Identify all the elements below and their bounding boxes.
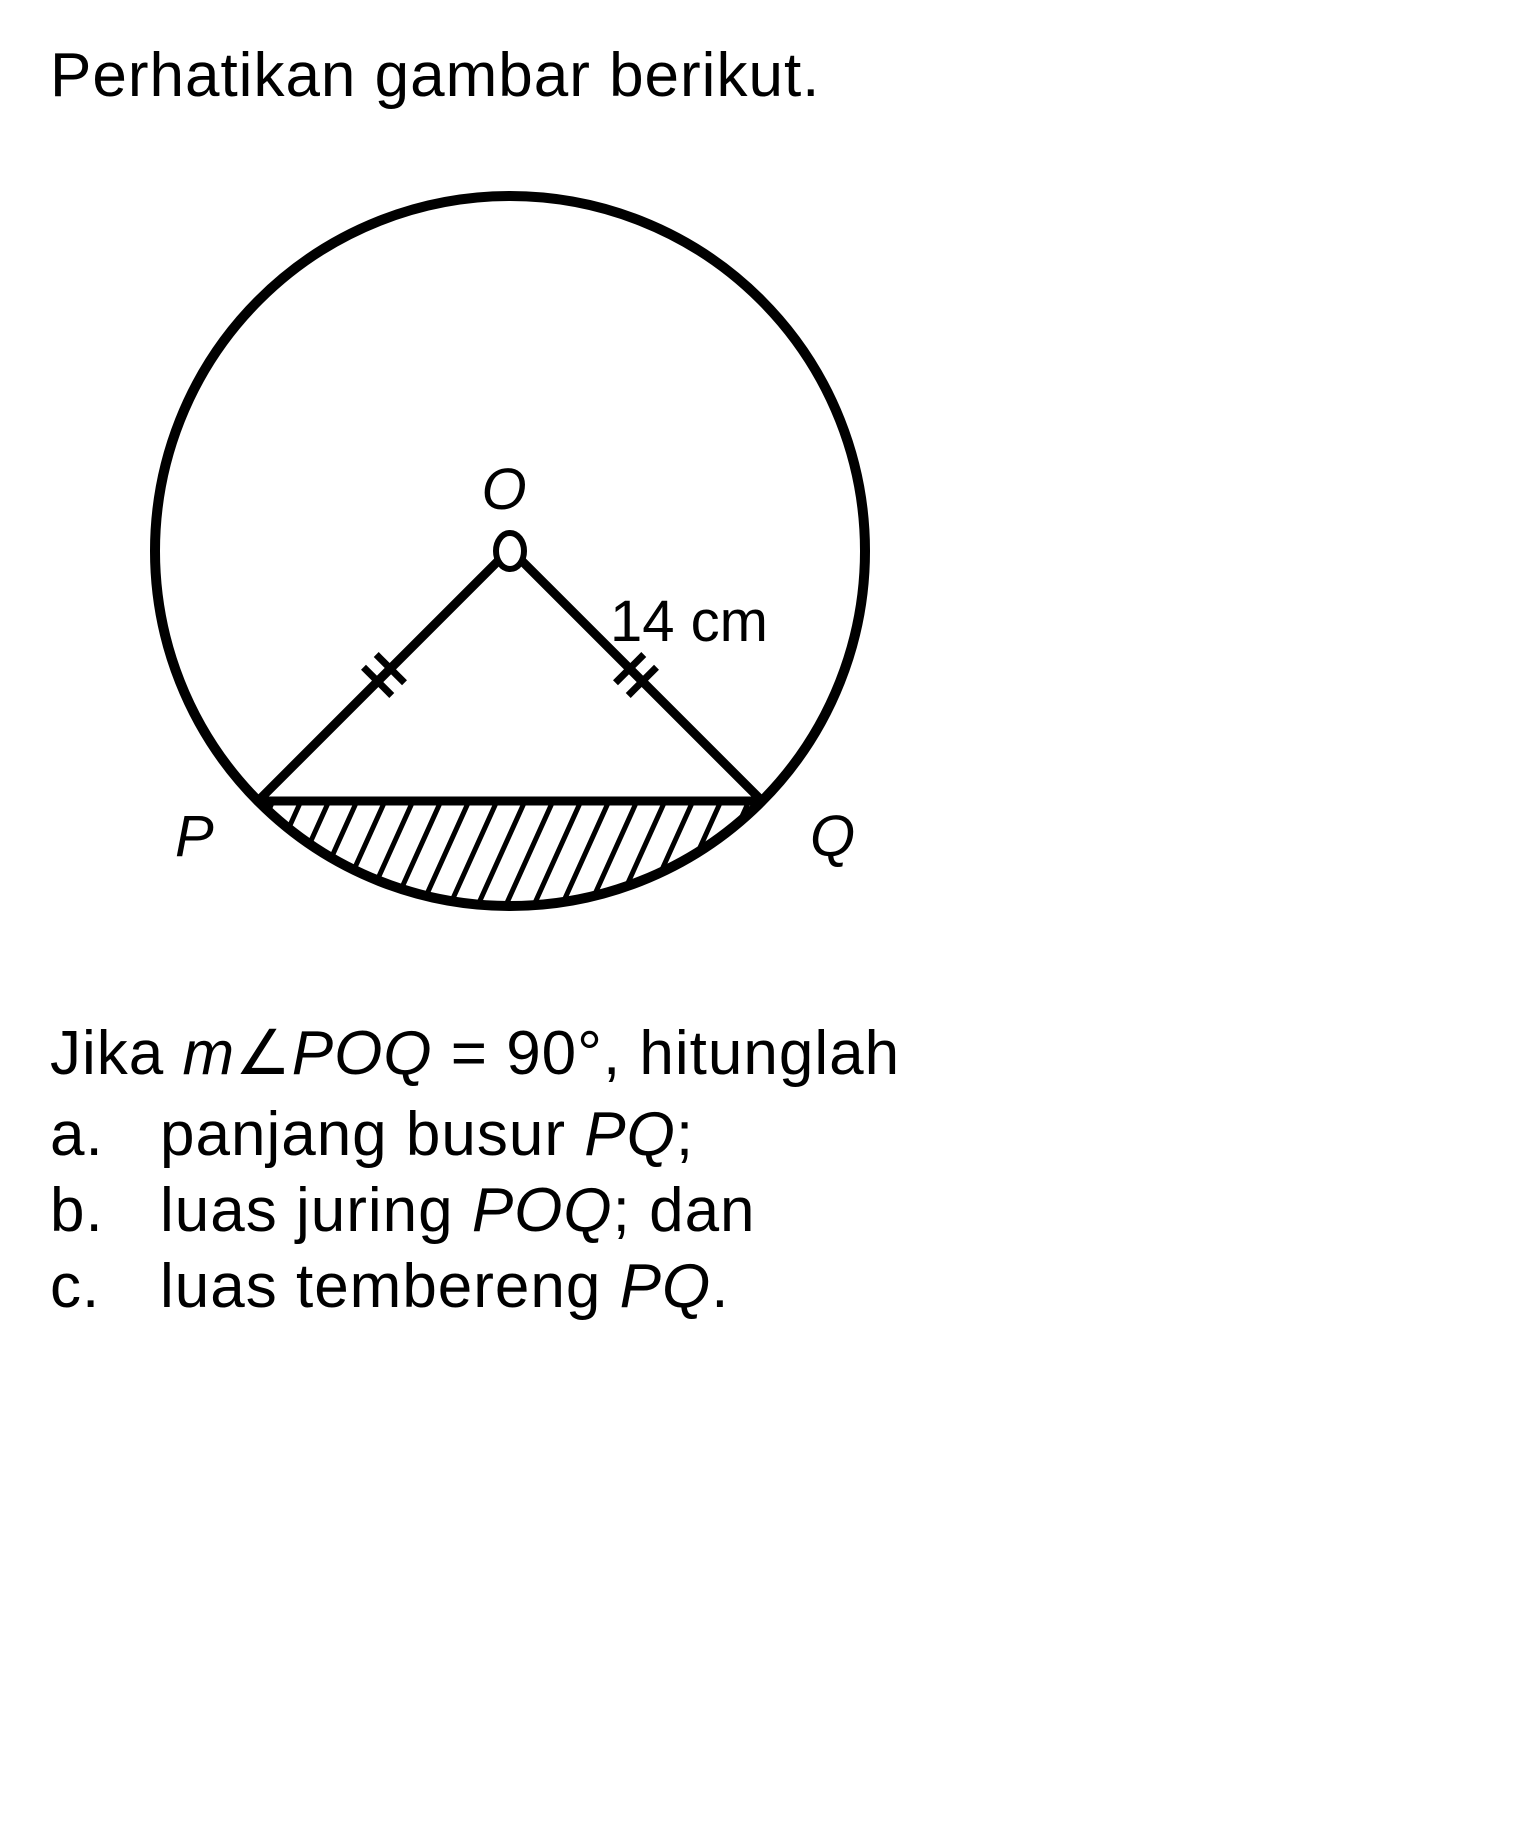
list-item: c. luas tembereng PQ.	[50, 1251, 1480, 1322]
item-label-a: a.	[50, 1099, 160, 1170]
item-b-t2: ; dan	[613, 1176, 756, 1245]
item-c-it: PQ	[620, 1252, 712, 1321]
q-part5: = 90°, hitunglah	[433, 1019, 901, 1088]
q-angle-symbol: ∠	[235, 1019, 292, 1088]
item-text-a: panjang busur PQ;	[160, 1099, 1480, 1170]
svg-text:Q: Q	[810, 804, 855, 869]
item-b-t1: luas juring	[160, 1176, 472, 1245]
instruction-text: Perhatikan gambar berikut.	[50, 40, 1480, 111]
item-a-t2: ;	[676, 1100, 694, 1169]
svg-text:O: O	[481, 457, 526, 522]
q-part4: POQ	[292, 1019, 433, 1088]
svg-text:14 cm: 14 cm	[610, 589, 768, 654]
item-c-t1: luas tembereng	[160, 1252, 620, 1321]
item-a-t1: panjang busur	[160, 1100, 584, 1169]
item-label-b: b.	[50, 1175, 160, 1246]
svg-text:P: P	[175, 804, 214, 869]
item-c-t2: .	[711, 1252, 729, 1321]
question-list: a. panjang busur PQ; b. luas juring POQ;…	[50, 1099, 1480, 1322]
item-text-b: luas juring POQ; dan	[160, 1175, 1480, 1246]
circle-diagram-svg: O 14 cm P Q	[110, 151, 910, 971]
q-part2: m	[182, 1019, 235, 1088]
item-b-it: POQ	[472, 1176, 613, 1245]
list-item: b. luas juring POQ; dan	[50, 1175, 1480, 1246]
list-item: a. panjang busur PQ;	[50, 1099, 1480, 1170]
question-intro: Jika m∠POQ = 90°, hitunglah	[50, 1016, 1480, 1089]
geometry-diagram: O 14 cm P Q	[110, 151, 1480, 976]
q-part1: Jika	[50, 1019, 182, 1088]
item-a-it: PQ	[584, 1100, 676, 1169]
item-label-c: c.	[50, 1251, 160, 1322]
item-text-c: luas tembereng PQ.	[160, 1251, 1480, 1322]
